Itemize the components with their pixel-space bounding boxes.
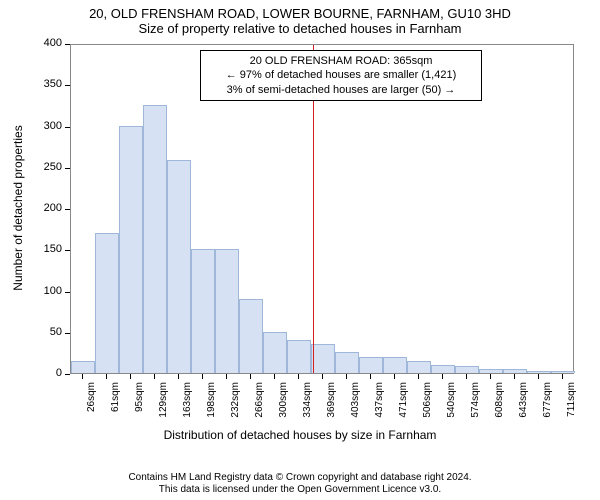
- histogram-bar: [527, 371, 551, 373]
- histogram-bar: [479, 369, 503, 373]
- histogram-bar: [239, 299, 263, 373]
- annotation-box: 20 OLD FRENSHAM ROAD: 365sqm← 97% of det…: [200, 50, 482, 101]
- histogram-bar: [119, 126, 143, 374]
- annotation-line: 20 OLD FRENSHAM ROAD: 365sqm: [207, 54, 475, 68]
- ytick-label: 350: [22, 78, 62, 90]
- histogram-bar: [71, 361, 95, 373]
- histogram-bar: [551, 371, 575, 373]
- histogram-bar: [263, 332, 287, 373]
- xtick-label: 163sqm: [182, 382, 193, 432]
- xtick-label: 26sqm: [86, 382, 97, 432]
- ytick-label: 400: [22, 37, 62, 49]
- ytick-label: 300: [22, 120, 62, 132]
- xtick-mark: [466, 374, 467, 379]
- histogram-bar: [503, 369, 527, 373]
- histogram-bar: [191, 249, 215, 373]
- histogram-bar: [431, 365, 455, 373]
- xtick-mark: [202, 374, 203, 379]
- xtick-mark: [418, 374, 419, 379]
- ytick-mark: [65, 250, 70, 251]
- xtick-label: 95sqm: [134, 382, 145, 432]
- xtick-mark: [274, 374, 275, 379]
- histogram-bar: [383, 357, 407, 374]
- xtick-label: 198sqm: [206, 382, 217, 432]
- xtick-label: 61sqm: [110, 382, 121, 432]
- xtick-mark: [442, 374, 443, 379]
- footer-text: Contains HM Land Registry data © Crown c…: [0, 472, 600, 496]
- histogram-bar: [167, 160, 191, 373]
- xtick-mark: [250, 374, 251, 379]
- xtick-label: 232sqm: [230, 382, 241, 432]
- xtick-mark: [562, 374, 563, 379]
- histogram-bar: [95, 233, 119, 373]
- xtick-label: 540sqm: [446, 382, 457, 432]
- ytick-label: 50: [22, 326, 62, 338]
- ytick-mark: [65, 85, 70, 86]
- xtick-mark: [394, 374, 395, 379]
- xtick-label: 677sqm: [542, 382, 553, 432]
- histogram-bar: [287, 340, 311, 373]
- ytick-mark: [65, 168, 70, 169]
- xtick-mark: [298, 374, 299, 379]
- y-axis-label: Number of detached properties: [11, 108, 25, 308]
- xtick-label: 711sqm: [566, 382, 577, 432]
- xtick-mark: [106, 374, 107, 379]
- histogram-bar: [143, 105, 167, 373]
- ytick-mark: [65, 127, 70, 128]
- xtick-mark: [322, 374, 323, 379]
- ytick-label: 200: [22, 202, 62, 214]
- xtick-label: 574sqm: [470, 382, 481, 432]
- xtick-mark: [130, 374, 131, 379]
- footer-line-2: This data is licensed under the Open Gov…: [0, 484, 600, 496]
- ytick-mark: [65, 292, 70, 293]
- xtick-mark: [178, 374, 179, 379]
- histogram-bar: [215, 249, 239, 373]
- ytick-mark: [65, 44, 70, 45]
- xtick-label: 369sqm: [326, 382, 337, 432]
- page-subtitle: Size of property relative to detached ho…: [0, 21, 600, 36]
- xtick-mark: [370, 374, 371, 379]
- histogram-bar: [407, 361, 431, 373]
- xtick-mark: [538, 374, 539, 379]
- xtick-mark: [514, 374, 515, 379]
- annotation-line: ← 97% of detached houses are smaller (1,…: [207, 68, 475, 82]
- xtick-label: 643sqm: [518, 382, 529, 432]
- page-title: 20, OLD FRENSHAM ROAD, LOWER BOURNE, FAR…: [0, 0, 600, 21]
- xtick-label: 471sqm: [398, 382, 409, 432]
- histogram-bar: [335, 352, 359, 373]
- ytick-mark: [65, 209, 70, 210]
- xtick-mark: [226, 374, 227, 379]
- xtick-label: 403sqm: [350, 382, 361, 432]
- histogram-bar: [455, 366, 479, 373]
- xtick-label: 437sqm: [374, 382, 385, 432]
- xtick-mark: [490, 374, 491, 379]
- xtick-label: 129sqm: [158, 382, 169, 432]
- ytick-mark: [65, 374, 70, 375]
- xtick-mark: [82, 374, 83, 379]
- ytick-label: 100: [22, 285, 62, 297]
- xtick-label: 334sqm: [302, 382, 313, 432]
- annotation-line: 3% of semi-detached houses are larger (5…: [207, 83, 475, 97]
- ytick-label: 150: [22, 243, 62, 255]
- ytick-mark: [65, 333, 70, 334]
- histogram-bar: [311, 344, 335, 373]
- ytick-label: 250: [22, 161, 62, 173]
- xtick-label: 608sqm: [494, 382, 505, 432]
- xtick-mark: [346, 374, 347, 379]
- xtick-label: 266sqm: [254, 382, 265, 432]
- ytick-label: 0: [22, 367, 62, 379]
- x-axis-label: Distribution of detached houses by size …: [0, 428, 600, 442]
- footer-line-1: Contains HM Land Registry data © Crown c…: [0, 472, 600, 484]
- histogram-bar: [359, 357, 383, 374]
- xtick-label: 300sqm: [278, 382, 289, 432]
- xtick-mark: [154, 374, 155, 379]
- xtick-label: 506sqm: [422, 382, 433, 432]
